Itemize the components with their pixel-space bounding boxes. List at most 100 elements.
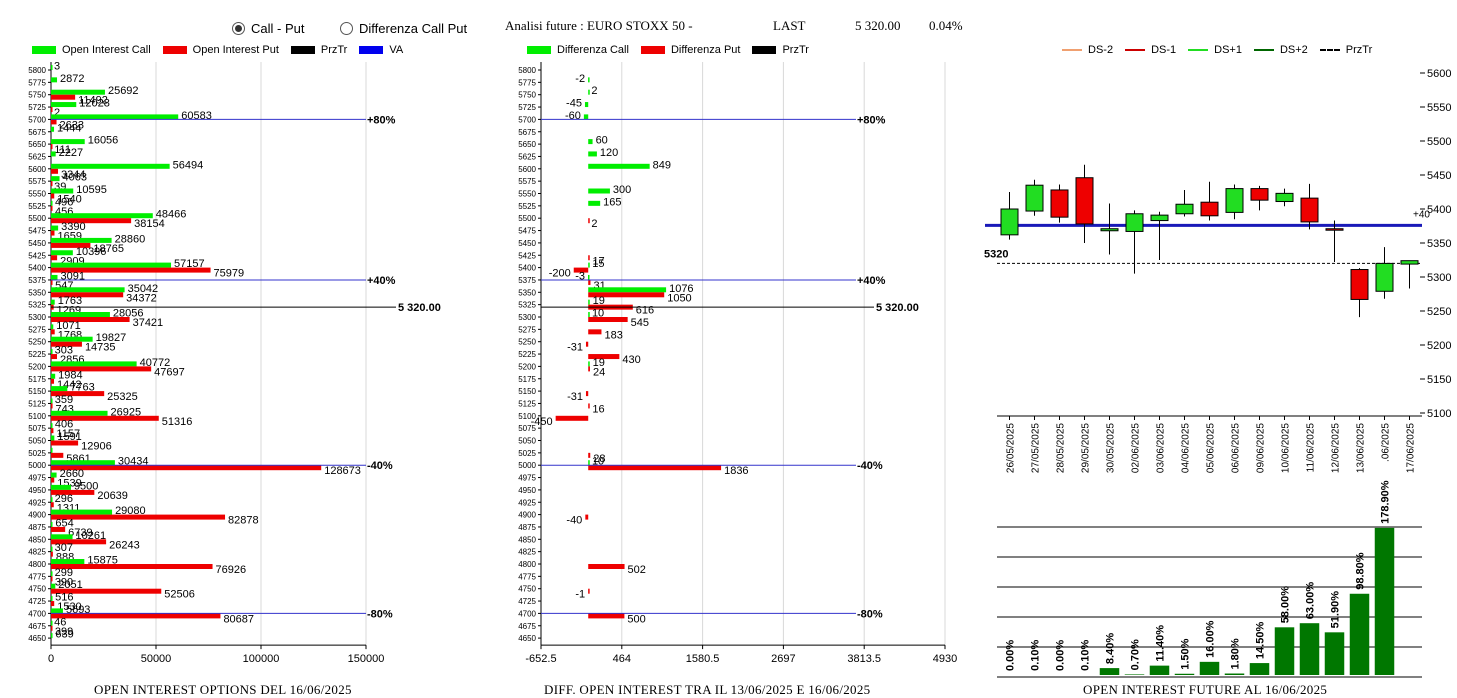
date-label: 12/06/2025 xyxy=(1331,423,1342,473)
put-value-label: 51316 xyxy=(162,416,193,428)
y-tick-label: 5450 xyxy=(1427,170,1451,182)
candle-body xyxy=(1150,214,1169,222)
legend-item: PrzTr xyxy=(290,44,347,56)
put-bar xyxy=(585,391,589,397)
call-bar xyxy=(51,324,54,330)
put-value-label: 38154 xyxy=(134,218,165,230)
put-value-label: 52506 xyxy=(164,589,195,601)
oi-percent-label: 0.10% xyxy=(1080,640,1092,671)
put-bar xyxy=(51,489,95,495)
put-bar xyxy=(51,317,130,322)
caption-future: OPEN INTEREST FUTURE AL 16/06/2025 xyxy=(1083,682,1328,697)
call-bar xyxy=(51,398,53,404)
put-bar xyxy=(51,576,53,582)
call-value-label: 3390 xyxy=(61,221,85,233)
strike-label: 5775 xyxy=(28,78,46,87)
put-bar xyxy=(51,94,76,100)
call-value-label: 15875 xyxy=(87,555,118,567)
strike-label: 4675 xyxy=(518,622,536,631)
oi-percent-label: 1.50% xyxy=(1180,638,1192,669)
legend-label: PrzTr xyxy=(782,44,809,56)
put-value-label: 12906 xyxy=(81,441,112,453)
legend-item: Open Interest Put xyxy=(162,44,279,56)
y-tick-label: 5600 xyxy=(1427,68,1451,80)
call-value-label: 12028 xyxy=(79,98,110,110)
call-bar xyxy=(51,521,53,527)
legend-label: DS+1 xyxy=(1214,44,1242,56)
oi-percent-label: 0.10% xyxy=(1030,640,1042,671)
candle-body xyxy=(1175,203,1194,215)
strike-label: 5300 xyxy=(28,313,46,322)
strike-label: 4875 xyxy=(518,523,536,532)
strike-label: 5325 xyxy=(518,301,536,310)
call-bar xyxy=(588,77,590,83)
call-bar xyxy=(51,65,53,70)
put-value-label: 2 xyxy=(54,107,60,119)
strike-label: 5125 xyxy=(518,399,536,408)
put-bar xyxy=(51,415,159,421)
call-bar xyxy=(588,299,590,305)
legend-label: VA xyxy=(389,44,404,56)
put-value-label: 24 xyxy=(593,366,605,378)
strike-label: 5300 xyxy=(518,313,536,322)
put-value-label: 11492 xyxy=(78,95,108,107)
put-bar xyxy=(51,329,55,335)
strike-label: 5800 xyxy=(28,66,46,75)
candle-body xyxy=(1200,201,1219,217)
strike-label: 5500 xyxy=(28,214,46,223)
legend-diff: Differenza Call Differenza Put PrzTr xyxy=(527,44,821,56)
oi-percent-label: 63.00% xyxy=(1305,582,1317,620)
strike-label: 5750 xyxy=(28,91,46,100)
put-bar xyxy=(51,539,107,545)
call-bar xyxy=(51,509,113,515)
legend-swatch xyxy=(527,46,551,54)
put-value-label: 3344 xyxy=(61,169,85,181)
strike-label: 4900 xyxy=(28,511,46,520)
strike-label: 5100 xyxy=(518,412,536,421)
call-value-label: -45 xyxy=(566,98,582,110)
put-value-label: 16 xyxy=(592,403,604,415)
legend-label: DS-1 xyxy=(1151,44,1177,56)
put-bar xyxy=(585,341,589,347)
put-value-label: 111 xyxy=(54,144,71,156)
strike-label: 4775 xyxy=(518,572,536,581)
legend-label: Differenza Put xyxy=(670,44,741,56)
date-label: 06/06/2025 xyxy=(1231,423,1242,473)
strike-label: 4750 xyxy=(518,585,536,594)
x-tick-label: 50000 xyxy=(141,653,172,665)
legend-oi: Open Interest Call Open Interest Put Prz… xyxy=(32,44,415,56)
x-tick-label: 150000 xyxy=(348,653,385,665)
date-label: 09/06/2025 xyxy=(1256,423,1267,473)
candle-body xyxy=(1125,213,1144,232)
call-value-label: 46 xyxy=(54,616,66,628)
call-value-label: 516 xyxy=(55,592,73,604)
x-tick-label: 464 xyxy=(613,653,631,665)
call-bar xyxy=(51,237,112,243)
x-tick-label: 2697 xyxy=(771,653,795,665)
option-difference[interactable]: Differenza Call Put xyxy=(340,21,467,36)
przTr-label: 5320 xyxy=(984,248,1008,260)
call-bar xyxy=(51,620,53,626)
put-value-label: 1530 xyxy=(57,601,81,613)
option-call-put[interactable]: Call - Put xyxy=(232,21,304,36)
call-bar xyxy=(588,89,590,95)
put-bar xyxy=(51,242,91,248)
put-value-label: 47697 xyxy=(154,366,185,378)
option-call-put-label: Call - Put xyxy=(251,21,305,36)
strike-label: 5350 xyxy=(518,288,536,297)
oi-percent-bar xyxy=(1349,593,1370,675)
put-bar xyxy=(51,144,53,150)
call-bar xyxy=(51,497,53,503)
put-value-label: 37421 xyxy=(133,317,164,329)
strike-label: 5625 xyxy=(28,152,46,161)
strike-label: 5625 xyxy=(518,152,536,161)
put-bar xyxy=(51,601,55,607)
percent-label: +80% xyxy=(367,114,396,126)
put-bar xyxy=(51,366,152,372)
strike-label: 4700 xyxy=(28,609,46,618)
call-bar xyxy=(51,299,55,305)
strike-label: 5600 xyxy=(518,165,536,174)
date-label: 29/05/2025 xyxy=(1081,423,1092,473)
strike-label: 4850 xyxy=(518,535,536,544)
